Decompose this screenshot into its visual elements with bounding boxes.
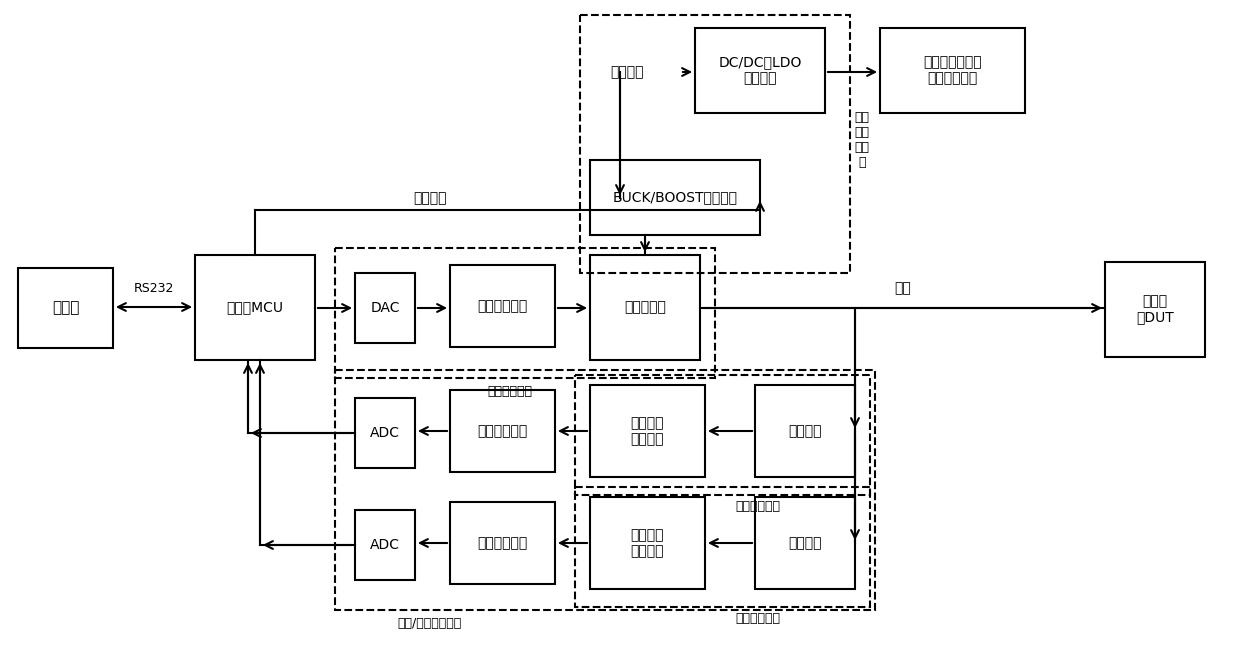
Text: 电源输入: 电源输入 xyxy=(610,65,644,79)
Text: 除功率放大器外
其它电路电源: 除功率放大器外 其它电路电源 xyxy=(924,56,982,85)
Bar xyxy=(1105,262,1205,357)
Bar xyxy=(590,385,706,477)
Bar xyxy=(580,15,849,273)
Text: 调理滤波电路: 调理滤波电路 xyxy=(477,424,528,438)
Bar xyxy=(755,497,856,589)
Text: 功率放大电路: 功率放大电路 xyxy=(487,385,532,398)
Bar xyxy=(355,510,415,580)
Bar xyxy=(590,160,760,235)
Text: 电压采样模块: 电压采样模块 xyxy=(735,612,780,625)
Text: 控制器MCU: 控制器MCU xyxy=(227,300,284,314)
Bar xyxy=(450,502,556,584)
Text: 电流采集: 电流采集 xyxy=(789,424,822,438)
Bar xyxy=(694,28,825,113)
Bar xyxy=(335,248,715,378)
Text: 被测器
件DUT: 被测器 件DUT xyxy=(1136,294,1174,325)
Bar xyxy=(19,268,113,348)
Text: ADC: ADC xyxy=(370,538,401,552)
Bar xyxy=(575,487,870,607)
Text: 控制信号: 控制信号 xyxy=(413,191,446,205)
Text: 调理滤波电路: 调理滤波电路 xyxy=(477,299,528,313)
Text: 电流采集
分档设置: 电流采集 分档设置 xyxy=(631,416,665,446)
Text: DC/DC、LDO
电源转换: DC/DC、LDO 电源转换 xyxy=(718,56,802,85)
Bar xyxy=(335,370,875,610)
Text: 电压/电流采样电路: 电压/电流采样电路 xyxy=(398,617,463,630)
Text: 隔离
升降
压电
路: 隔离 升降 压电 路 xyxy=(854,111,869,169)
Bar xyxy=(880,28,1025,113)
Bar xyxy=(575,375,870,495)
Text: 输出: 输出 xyxy=(894,281,911,295)
Bar xyxy=(355,398,415,468)
Text: BUCK/BOOST斩波电路: BUCK/BOOST斩波电路 xyxy=(613,190,738,204)
Bar xyxy=(450,390,556,472)
Text: 上位机: 上位机 xyxy=(52,300,79,316)
Text: 调理滤波电路: 调理滤波电路 xyxy=(477,536,528,550)
Bar xyxy=(590,255,701,360)
Bar xyxy=(590,497,706,589)
Text: 功率放大器: 功率放大器 xyxy=(624,300,666,314)
Bar xyxy=(355,273,415,343)
Bar xyxy=(755,385,856,477)
Text: 电压采集
分档设置: 电压采集 分档设置 xyxy=(631,528,665,558)
Text: 电压采集: 电压采集 xyxy=(789,536,822,550)
Bar xyxy=(450,265,556,347)
Text: RS232: RS232 xyxy=(134,282,174,295)
Text: DAC: DAC xyxy=(371,301,399,315)
Text: 电流采样模块: 电流采样模块 xyxy=(735,500,780,513)
Bar xyxy=(195,255,315,360)
Text: ADC: ADC xyxy=(370,426,401,440)
